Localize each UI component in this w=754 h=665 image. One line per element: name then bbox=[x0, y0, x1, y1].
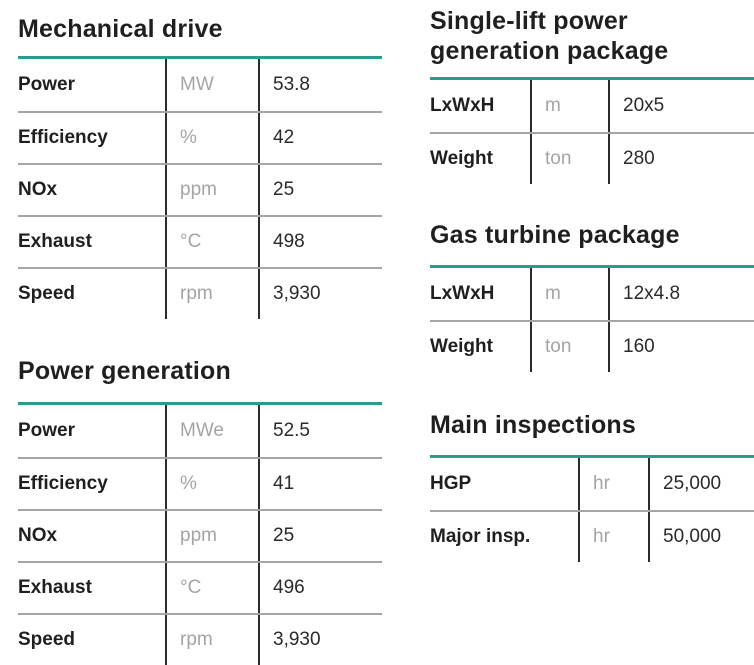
table-row: Power MWe 52.5 bbox=[18, 405, 382, 457]
row-value: 12x4.8 bbox=[608, 268, 754, 320]
row-unit: hr bbox=[578, 458, 648, 510]
row-label: Speed bbox=[18, 629, 76, 650]
row-unit: °C bbox=[165, 217, 258, 267]
spec-table: HGP hr 25,000 Major insp. hr 50,000 bbox=[430, 455, 754, 562]
row-unit: % bbox=[165, 113, 258, 163]
spec-table: LxWxH m 20x5 Weight ton 280 bbox=[430, 77, 754, 184]
table-main-inspections: Main inspections HGP hr 25,000 Major ins… bbox=[430, 410, 754, 562]
row-unit: °C bbox=[165, 563, 258, 613]
row-value: 50,000 bbox=[648, 512, 754, 562]
row-value: 498 bbox=[258, 217, 382, 267]
row-value: 41 bbox=[258, 459, 382, 509]
row-value: 25 bbox=[258, 511, 382, 561]
table-title: Mechanical drive bbox=[18, 15, 223, 43]
row-unit: ton bbox=[530, 322, 608, 372]
row-value: 53.8 bbox=[258, 59, 382, 111]
table-row: Weight ton 280 bbox=[430, 132, 754, 184]
table-single-lift-package: Single-lift power generation package LxW… bbox=[430, 6, 754, 184]
row-unit: hr bbox=[578, 512, 648, 562]
row-label: Exhaust bbox=[18, 231, 92, 252]
row-unit: MW bbox=[165, 59, 258, 111]
table-row: Speed rpm 3,930 bbox=[18, 267, 382, 319]
row-value: 52.5 bbox=[258, 405, 382, 457]
row-value: 280 bbox=[608, 134, 754, 184]
row-value: 25 bbox=[258, 165, 382, 215]
row-label: Power bbox=[18, 420, 76, 441]
table-row: Speed rpm 3,930 bbox=[18, 613, 382, 665]
row-label: Major insp. bbox=[430, 526, 531, 547]
row-unit: ppm bbox=[165, 511, 258, 561]
table-row: Efficiency % 42 bbox=[18, 111, 382, 163]
spec-table: Power MWe 52.5 Efficiency % 41 NOx ppm 2… bbox=[18, 402, 382, 665]
row-label: Efficiency bbox=[18, 473, 108, 494]
table-row: Major insp. hr 50,000 bbox=[430, 510, 754, 562]
row-label: Weight bbox=[430, 148, 493, 169]
table-row: HGP hr 25,000 bbox=[430, 458, 754, 510]
row-unit: ppm bbox=[165, 165, 258, 215]
table-title: Power generation bbox=[18, 357, 231, 385]
row-unit: m bbox=[530, 268, 608, 320]
row-label: NOx bbox=[18, 179, 58, 200]
row-label: Speed bbox=[18, 283, 76, 304]
row-label: Efficiency bbox=[18, 127, 108, 148]
table-title: Single-lift power generation package bbox=[430, 7, 669, 65]
table-row: LxWxH m 20x5 bbox=[430, 80, 754, 132]
row-value: 42 bbox=[258, 113, 382, 163]
spec-table: Power MW 53.8 Efficiency % 42 NOx ppm 25… bbox=[18, 56, 382, 319]
row-value: 25,000 bbox=[648, 458, 754, 510]
row-unit: rpm bbox=[165, 615, 258, 665]
row-unit: m bbox=[530, 80, 608, 132]
table-row: Exhaust °C 498 bbox=[18, 215, 382, 267]
row-label: NOx bbox=[18, 525, 58, 546]
row-value: 496 bbox=[258, 563, 382, 613]
table-row: Exhaust °C 496 bbox=[18, 561, 382, 613]
row-label: LxWxH bbox=[430, 95, 495, 116]
row-value: 3,930 bbox=[258, 269, 382, 319]
table-title: Gas turbine package bbox=[430, 221, 680, 249]
row-unit: % bbox=[165, 459, 258, 509]
row-label: Power bbox=[18, 74, 76, 95]
row-label: HGP bbox=[430, 473, 472, 494]
row-unit: rpm bbox=[165, 269, 258, 319]
table-power-generation: Power generation Power MWe 52.5 Efficien… bbox=[18, 356, 382, 665]
table-row: NOx ppm 25 bbox=[18, 163, 382, 215]
row-value: 3,930 bbox=[258, 615, 382, 665]
row-unit: MWe bbox=[165, 405, 258, 457]
row-value: 160 bbox=[608, 322, 754, 372]
table-row: Power MW 53.8 bbox=[18, 59, 382, 111]
row-label: Exhaust bbox=[18, 577, 92, 598]
table-row: LxWxH m 12x4.8 bbox=[430, 268, 754, 320]
row-label: Weight bbox=[430, 336, 493, 357]
row-unit: ton bbox=[530, 134, 608, 184]
table-title: Main inspections bbox=[430, 411, 637, 439]
row-value: 20x5 bbox=[608, 80, 754, 132]
table-row: Efficiency % 41 bbox=[18, 457, 382, 509]
spec-table: LxWxH m 12x4.8 Weight ton 160 bbox=[430, 265, 754, 372]
table-row: Weight ton 160 bbox=[430, 320, 754, 372]
row-label: LxWxH bbox=[430, 283, 495, 304]
table-mechanical-drive: Mechanical drive Power MW 53.8 Efficienc… bbox=[18, 14, 382, 319]
table-gas-turbine-package: Gas turbine package LxWxH m 12x4.8 Weigh… bbox=[430, 220, 754, 372]
table-row: NOx ppm 25 bbox=[18, 509, 382, 561]
